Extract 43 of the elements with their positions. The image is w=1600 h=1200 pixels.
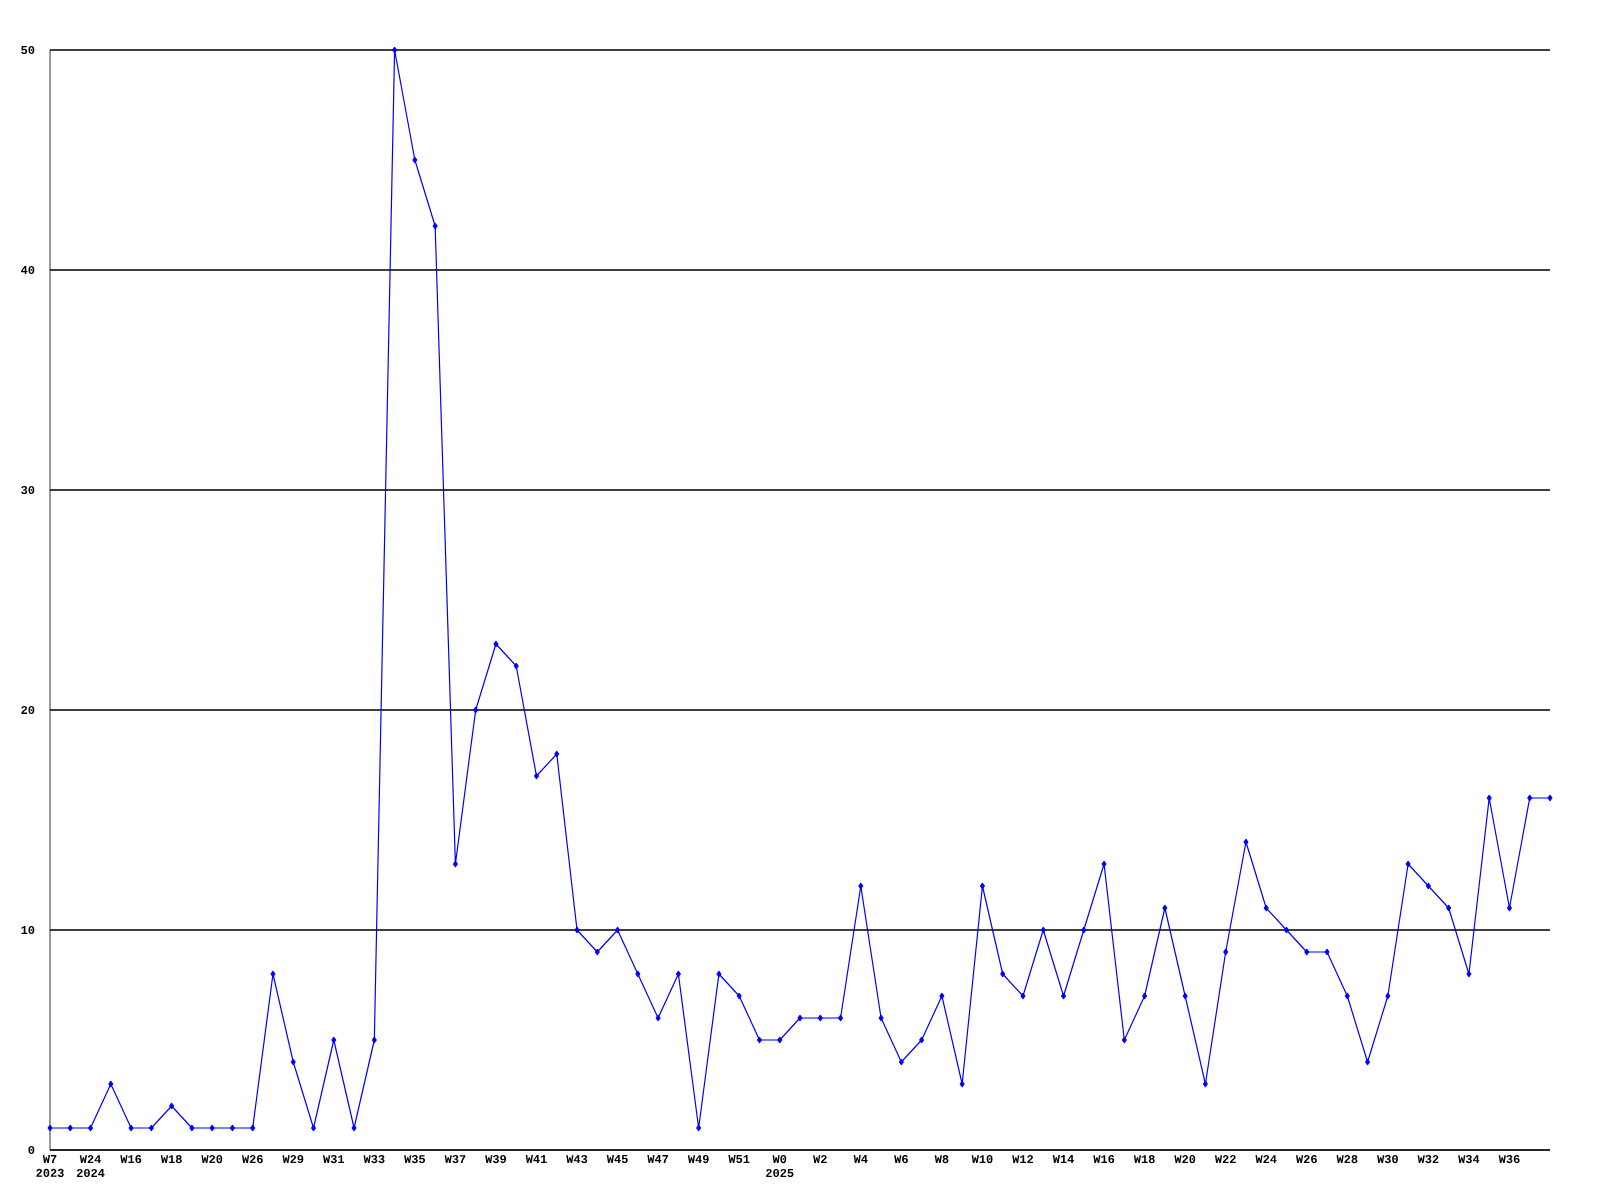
y-tick-label: 0 <box>28 1145 35 1155</box>
x-tick-label: W51 <box>728 1155 750 1164</box>
x-tick-label: W32 <box>1417 1155 1439 1164</box>
x-tick-label: W14 <box>1052 1155 1074 1163</box>
x-tick-label: W28 <box>1336 1155 1358 1164</box>
x-tick-label: W35 <box>404 1155 426 1164</box>
x-tick-label: W2 <box>813 1155 827 1164</box>
y-tick-label: 10 <box>21 925 35 935</box>
y-tick-label: 40 <box>21 265 35 275</box>
y-tick-label: 50 <box>21 45 35 55</box>
y-tick-label: 20 <box>21 705 35 715</box>
x-tick-label: W10 <box>971 1155 993 1164</box>
x-tick-label: W24 <box>1255 1155 1277 1164</box>
x-tick-label: W36 <box>1498 1155 1520 1164</box>
x-tick-label: W49 <box>687 1155 709 1164</box>
x-tick-label: W41 <box>525 1155 547 1163</box>
x-tick-label: W18 <box>160 1155 182 1164</box>
x-tick-label: W37 <box>444 1155 466 1164</box>
x-tick-label: W39 <box>485 1155 506 1164</box>
x-tick-label: W29 <box>282 1155 304 1164</box>
x-tick-label: W0 2025 <box>766 1155 794 1178</box>
x-tick-label: W26 <box>241 1155 263 1164</box>
x-tick-label: W7 2023 <box>36 1155 64 1177</box>
x-tick-label: W20 <box>1174 1155 1196 1164</box>
x-tick-label: W16 <box>1093 1155 1115 1164</box>
x-tick-label: W34 <box>1458 1155 1480 1164</box>
y-tick-label: 30 <box>21 485 35 495</box>
x-tick-label: W22 <box>1214 1155 1236 1164</box>
x-tick-label: W33 <box>363 1155 385 1164</box>
x-tick-label: W12 <box>1012 1155 1034 1164</box>
x-tick-label: W43 <box>566 1155 588 1164</box>
x-tick-label: W16 <box>120 1155 142 1164</box>
x-tick-label: W30 <box>1377 1155 1398 1164</box>
x-tick-label: W45 <box>606 1155 628 1164</box>
x-tick-label: W26 <box>1296 1155 1317 1164</box>
x-tick-label: W4 <box>853 1155 868 1163</box>
x-tick-label: W24 2024 <box>76 1155 105 1178</box>
x-tick-label: W6 <box>894 1155 908 1164</box>
x-tick-label: W47 <box>647 1155 669 1163</box>
x-tick-label: W31 <box>323 1155 345 1164</box>
x-tick-label: W18 <box>1133 1155 1155 1164</box>
x-tick-label: W8 <box>934 1155 949 1164</box>
x-tick-label: W20 <box>201 1155 223 1164</box>
